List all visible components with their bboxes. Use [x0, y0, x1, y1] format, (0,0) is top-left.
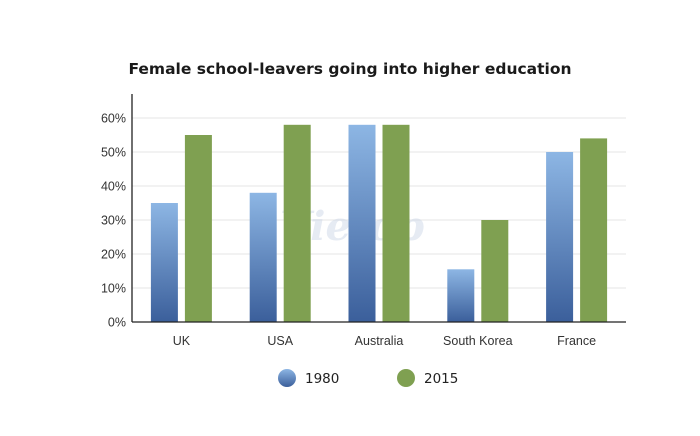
legend-label-2015: 2015: [424, 371, 458, 387]
y-axis-ticks: 0% 10% 20% 30% 40% 50% 60%: [101, 112, 126, 330]
y-tick-label: 50%: [101, 146, 126, 160]
x-category-label: UK: [173, 334, 191, 348]
x-category-label: USA: [267, 334, 293, 348]
legend-swatch-1980: [278, 369, 296, 387]
y-tick-label: 40%: [101, 180, 126, 194]
x-category-label: South Korea: [443, 334, 513, 348]
bar-2015-australia: [382, 124, 410, 322]
y-tick-label: 60%: [101, 112, 126, 126]
y-tick-label: 30%: [101, 214, 126, 228]
legend: 1980 2015: [278, 369, 458, 387]
chart-title: Female school-leavers going into higher …: [128, 60, 571, 78]
bar-1980-usa: [249, 192, 277, 322]
legend-swatch-2015: [397, 369, 415, 387]
bars: [150, 124, 608, 322]
gridlines: [132, 117, 626, 289]
bar-2015-uk: [184, 135, 212, 322]
bar-1980-australia: [348, 124, 376, 322]
bar-2015-france: [580, 138, 608, 322]
x-axis-categories: UK USA Australia South Korea France: [173, 334, 596, 348]
y-tick-label: 10%: [101, 282, 126, 296]
bar-2015-usa: [283, 124, 311, 322]
y-tick-label: 0%: [108, 316, 126, 330]
bar-2015-south-korea: [481, 220, 509, 322]
bar-1980-france: [546, 152, 574, 322]
x-category-label: France: [557, 334, 596, 348]
y-tick-label: 20%: [101, 248, 126, 262]
legend-label-1980: 1980: [305, 371, 339, 387]
x-category-label: Australia: [355, 334, 404, 348]
bar-1980-south-korea: [447, 269, 475, 322]
bar-1980-uk: [150, 203, 178, 322]
